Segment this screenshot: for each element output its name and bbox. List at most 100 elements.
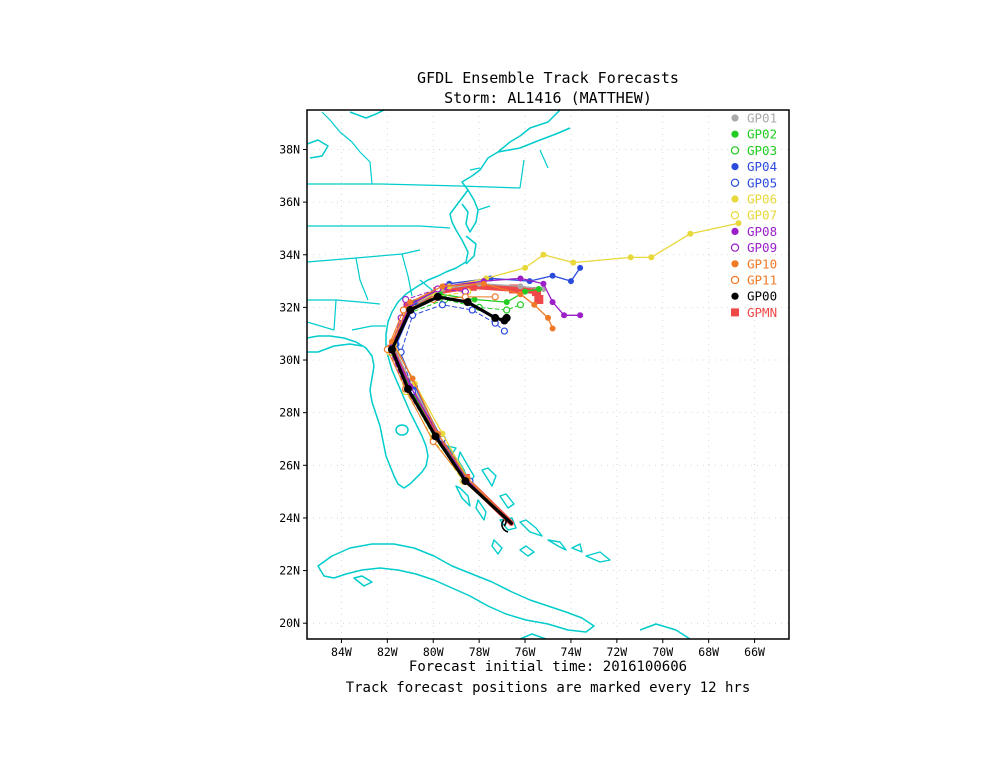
legend-marker [730,275,740,285]
lat-tick-label: 22N [279,564,300,578]
bahamas-islands [447,445,611,563]
gulf-coastline [307,343,363,353]
legend-item-gp10: GP10 [731,256,777,271]
track-position-marker [431,432,440,441]
legend-label: GP06 [747,192,777,207]
lat-tick-label: 34N [279,248,300,262]
track-position-marker [516,301,525,309]
track-position-marker [540,280,547,287]
track-position-marker [522,288,529,295]
track-position-marker [577,264,584,271]
track-note: Track forecast positions are marked ever… [346,680,751,696]
track-position-marker [403,384,412,393]
figure-title: GFDL Ensemble Track Forecasts [417,69,679,87]
hispaniola [639,623,691,639]
great-lakes [307,110,385,159]
track-position-marker [648,254,655,261]
legend-item-gp03: GP03 [730,143,777,158]
track-position-marker [463,298,472,307]
track-position-marker [522,264,529,271]
forecast-init-time: Forecast initial time: 2016100606 [409,659,687,675]
lat-tick-label: 24N [279,511,300,525]
lon-tick-label: 84W [331,645,352,659]
track-gp06 [391,220,742,524]
track-position-marker [439,283,446,290]
legend-marker [731,308,739,317]
legend-item-gp06: GP06 [731,192,777,207]
track-position-marker [567,278,574,285]
legend-marker [730,178,740,187]
track-position-marker [549,299,556,306]
lon-tick-label: 82W [377,645,398,659]
outer-banks [465,235,477,265]
track-position-marker [577,312,584,319]
track-position-marker [534,294,544,304]
track-line [400,304,512,524]
track-line [386,296,512,524]
legend-marker [731,227,739,235]
track-position-marker [531,301,538,308]
legend-marker [730,243,740,252]
legend-marker [731,292,739,300]
lon-tick-label: 70W [652,645,673,659]
track-position-marker [532,287,542,297]
legend-item-gp11: GP11 [730,273,777,288]
track-position-marker [461,477,470,486]
track-position-marker [491,293,499,301]
legend-label: GP03 [747,143,777,158]
legend-item-gp08: GP08 [731,224,777,239]
figure-subtitle: Storm: AL1416 (MATTHEW) [444,89,652,107]
lat-tick-label: 36N [279,195,300,209]
track-line [393,222,740,524]
legend-label: GP11 [747,273,777,288]
track-position-marker [503,299,510,306]
lat-tick-label: 32N [279,300,300,314]
legend-item-gp09: GP09 [730,240,777,255]
map-grid [307,110,789,639]
lon-tick-label: 74W [561,645,582,659]
forecast-tracks [383,220,742,526]
isle-of-youth [353,575,373,587]
track-position-marker [735,220,742,227]
track-position-marker [467,281,477,291]
track-position-marker [491,313,500,322]
lat-tick-label: 28N [279,406,300,420]
state-borders [307,111,549,331]
track-gp10 [388,280,556,524]
cuba [317,543,595,633]
legend-label: GP00 [747,289,777,304]
track-position-marker [387,345,396,354]
track-position-marker [406,306,415,315]
track-position-marker [438,301,447,309]
legend-item-gp00: GP00 [731,289,777,304]
track-position-marker [407,299,414,306]
track-position-marker [517,275,524,282]
track-line [395,267,581,524]
legend-marker [731,130,739,138]
track-position-marker [468,306,476,314]
lon-tick-label: 76W [515,645,536,659]
chesapeake-bay [461,189,479,233]
legend-item-gp07: GP07 [730,208,777,223]
long-island [497,127,571,153]
map-frame [306,109,790,640]
track-position-marker [502,313,511,322]
track-position-marker [561,312,568,319]
lat-tick-label: 38N [279,142,300,156]
track-position-marker [471,296,478,303]
legend-marker [731,163,739,171]
legend-marker [731,195,739,203]
legend-label: GP05 [747,175,777,190]
lon-tick-label: 78W [469,645,490,659]
track-position-marker [540,251,547,258]
lon-tick-label: 68W [698,645,719,659]
track-position-marker [687,230,694,237]
legend-label: GP02 [747,127,777,142]
legend-label: GP04 [747,159,777,174]
track-position-marker [500,327,508,335]
legend-label: GP10 [747,256,777,271]
legend-label: GP07 [747,208,777,223]
track-position-marker [570,259,577,266]
lon-tick-label: 66W [744,645,765,659]
